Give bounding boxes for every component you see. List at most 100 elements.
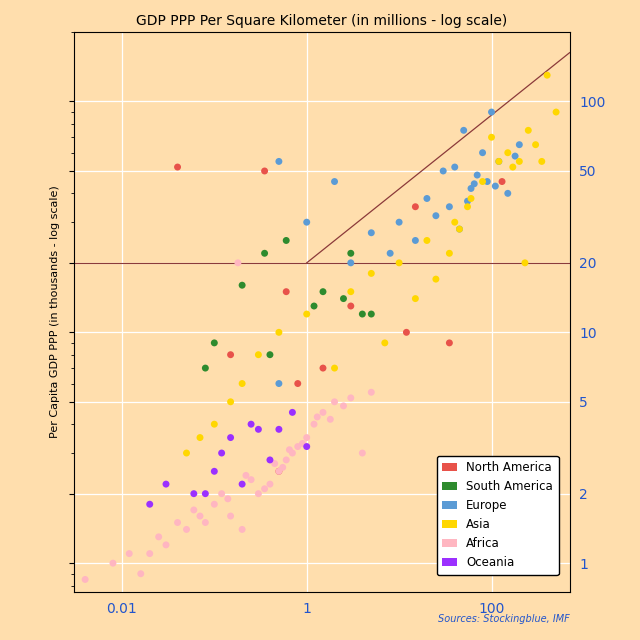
- Europe: [431, 211, 441, 221]
- Title: GDP PPP Per Square Kilometer (in millions - log scale): GDP PPP Per Square Kilometer (in million…: [136, 14, 508, 28]
- North America: [292, 378, 303, 388]
- North America: [401, 327, 412, 337]
- Text: Sources: Stockingblue, IMF: Sources: Stockingblue, IMF: [438, 614, 570, 624]
- Africa: [124, 548, 134, 559]
- Asia: [301, 309, 312, 319]
- Africa: [339, 401, 349, 411]
- Oceania: [301, 442, 312, 452]
- Oceania: [189, 488, 199, 499]
- North America: [444, 338, 454, 348]
- Asia: [410, 294, 420, 304]
- Europe: [486, 107, 497, 117]
- Africa: [181, 524, 191, 534]
- Europe: [444, 202, 454, 212]
- Europe: [482, 177, 492, 187]
- South America: [366, 309, 376, 319]
- Africa: [225, 511, 236, 521]
- Asia: [444, 248, 454, 259]
- Asia: [346, 287, 356, 297]
- Africa: [259, 484, 269, 494]
- Asia: [542, 70, 552, 80]
- Asia: [431, 274, 441, 284]
- Asia: [502, 148, 513, 158]
- Asia: [237, 378, 247, 388]
- Europe: [454, 224, 465, 234]
- Europe: [459, 125, 469, 136]
- Asia: [514, 156, 524, 166]
- Asia: [454, 224, 465, 234]
- Asia: [195, 433, 205, 443]
- Asia: [422, 236, 432, 246]
- South America: [318, 287, 328, 297]
- Africa: [366, 387, 376, 397]
- Oceania: [145, 499, 155, 509]
- Africa: [318, 407, 328, 417]
- Africa: [269, 458, 280, 468]
- Asia: [181, 448, 191, 458]
- Oceania: [209, 466, 220, 476]
- Europe: [366, 228, 376, 238]
- Africa: [80, 574, 90, 584]
- Asia: [225, 397, 236, 407]
- Africa: [200, 517, 211, 527]
- Asia: [274, 327, 284, 337]
- North America: [225, 349, 236, 360]
- Africa: [246, 474, 256, 484]
- Europe: [330, 177, 340, 187]
- Oceania: [225, 433, 236, 443]
- Africa: [136, 568, 146, 579]
- North America: [172, 162, 182, 172]
- South America: [265, 349, 275, 360]
- South America: [357, 309, 367, 319]
- Africa: [274, 466, 284, 476]
- Africa: [233, 258, 243, 268]
- Oceania: [246, 419, 256, 429]
- Asia: [466, 193, 476, 204]
- Europe: [301, 217, 312, 227]
- Asia: [463, 202, 473, 212]
- Africa: [298, 438, 308, 449]
- Africa: [325, 414, 335, 424]
- Africa: [357, 448, 367, 458]
- Europe: [477, 148, 488, 158]
- South America: [281, 236, 291, 246]
- Africa: [216, 488, 227, 499]
- Asia: [253, 349, 264, 360]
- Europe: [514, 140, 524, 150]
- Europe: [466, 183, 476, 193]
- Africa: [253, 488, 264, 499]
- Europe: [410, 236, 420, 246]
- Asia: [209, 419, 220, 429]
- Africa: [241, 470, 251, 481]
- Asia: [551, 107, 561, 117]
- North America: [346, 301, 356, 311]
- Africa: [278, 462, 288, 472]
- Asia: [330, 363, 340, 373]
- Oceania: [274, 424, 284, 435]
- Oceania: [200, 488, 211, 499]
- Africa: [292, 442, 303, 452]
- Asia: [537, 156, 547, 166]
- Oceania: [237, 479, 247, 489]
- Oceania: [216, 448, 227, 458]
- Asia: [450, 217, 460, 227]
- Africa: [189, 505, 199, 515]
- Europe: [438, 166, 448, 176]
- Africa: [195, 511, 205, 521]
- Europe: [422, 193, 432, 204]
- South America: [237, 280, 247, 291]
- Europe: [346, 258, 356, 268]
- Europe: [463, 196, 473, 206]
- Africa: [281, 455, 291, 465]
- Asia: [394, 258, 404, 268]
- Europe: [510, 151, 520, 161]
- Africa: [108, 558, 118, 568]
- Africa: [223, 493, 233, 504]
- South America: [200, 363, 211, 373]
- Y-axis label: Per Capita GDP PPP (in thousands - log scale): Per Capita GDP PPP (in thousands - log s…: [50, 186, 60, 438]
- Oceania: [265, 455, 275, 465]
- Oceania: [253, 424, 264, 435]
- Europe: [490, 181, 500, 191]
- South America: [309, 301, 319, 311]
- Africa: [287, 448, 298, 458]
